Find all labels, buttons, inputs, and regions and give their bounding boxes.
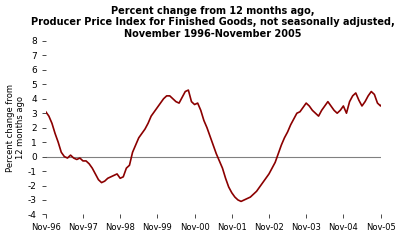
Y-axis label: Percent change from
12 months ago: Percent change from 12 months ago [6,84,25,172]
Title: Percent change from 12 months ago,
Producer Price Index for Finished Goods, not : Percent change from 12 months ago, Produ… [31,5,395,39]
